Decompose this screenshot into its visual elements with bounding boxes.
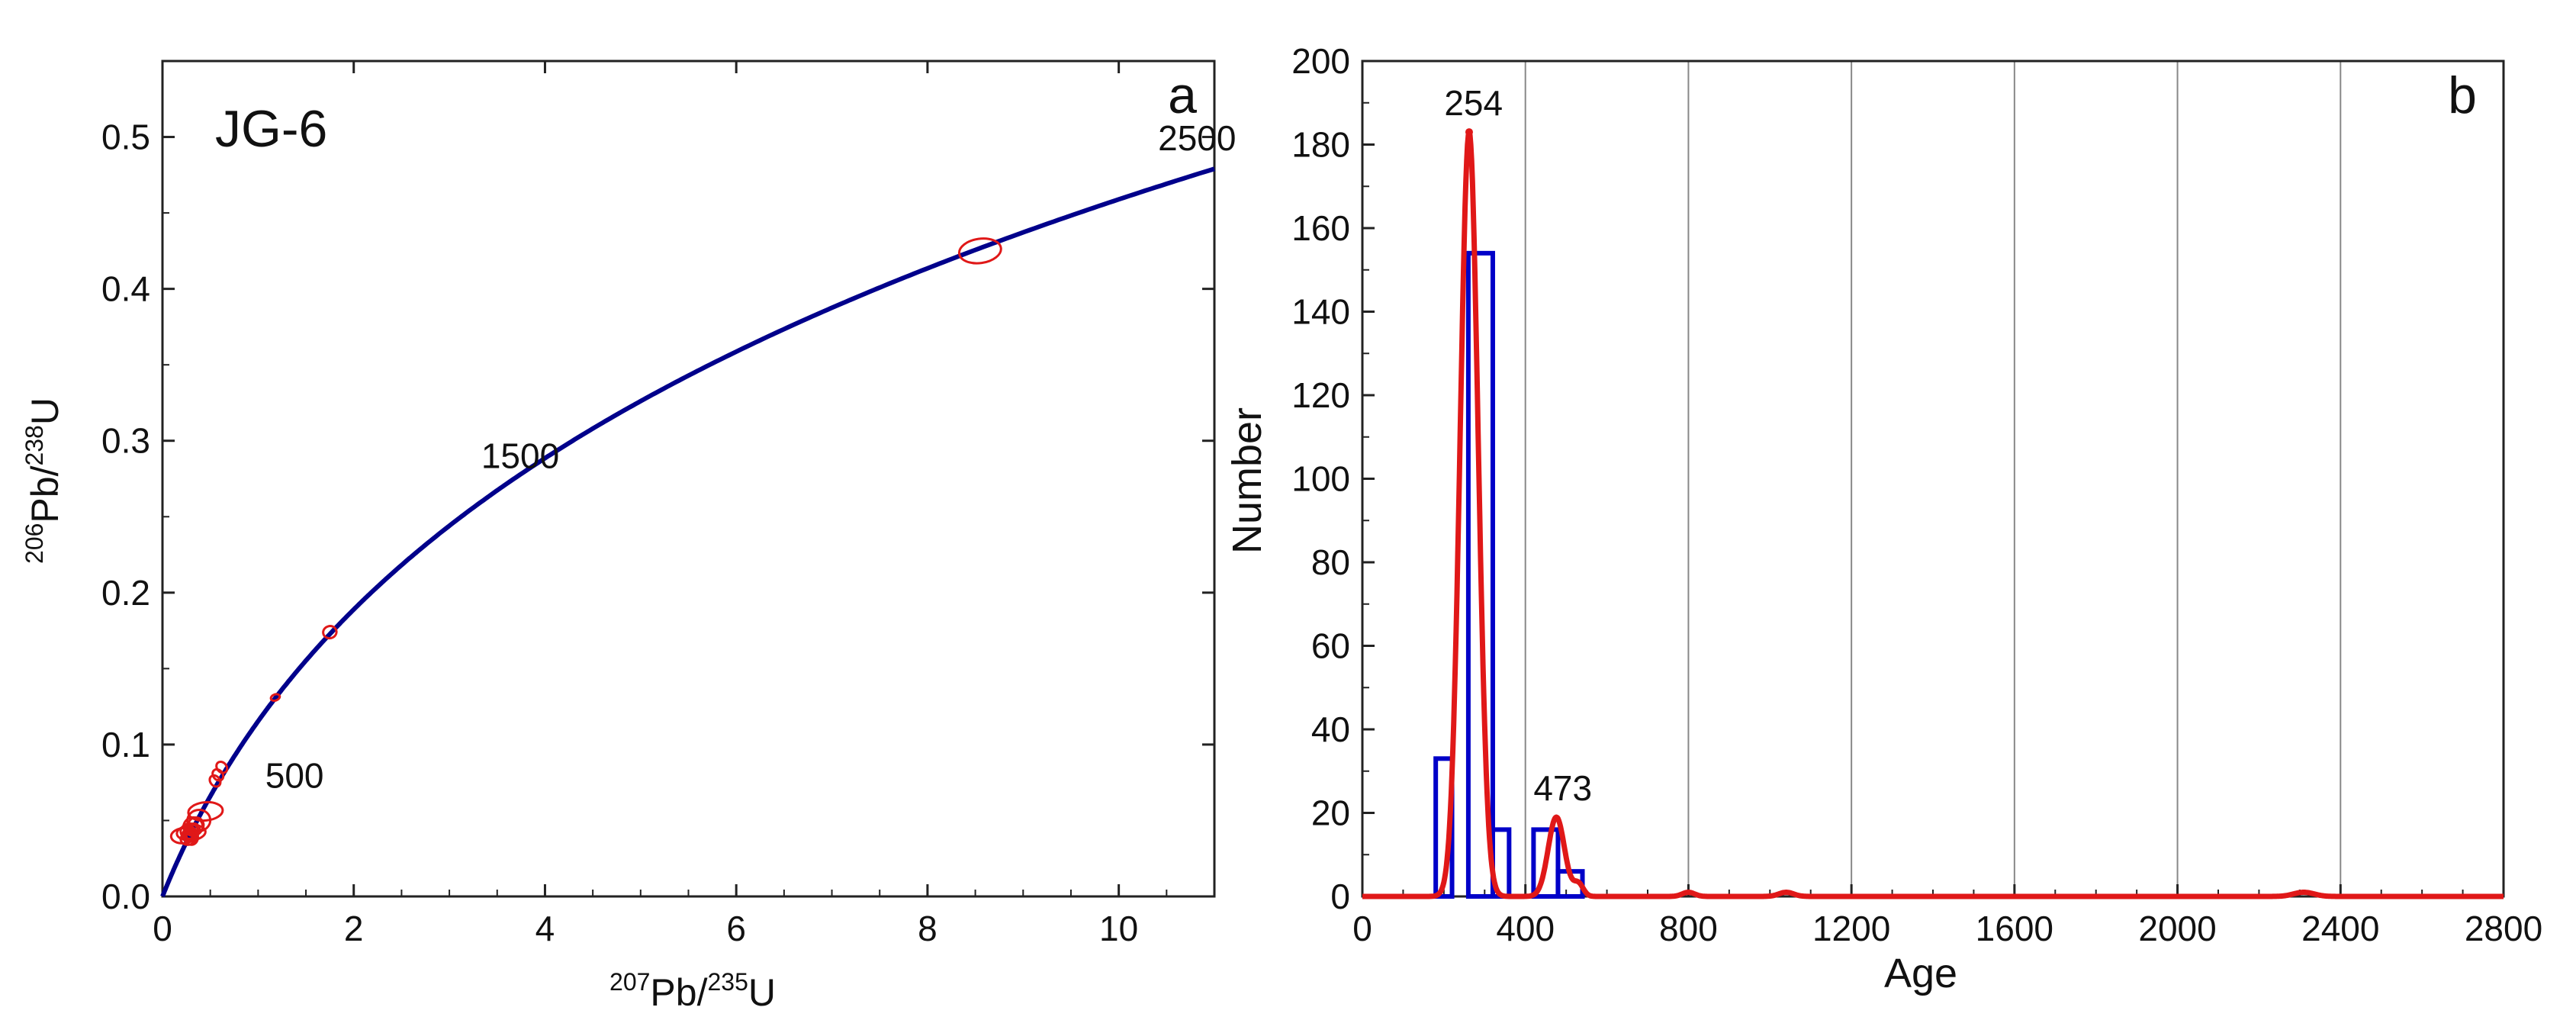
peak-age-label: 254 — [1444, 83, 1503, 123]
a-x-tick-label: 8 — [918, 909, 937, 948]
b-y-tick-label: 140 — [1291, 292, 1350, 332]
a-ellipses — [169, 237, 1002, 846]
b-x-tick-label: 0 — [1352, 909, 1372, 948]
a-panel-label: a — [1168, 66, 1197, 124]
concordia-age-label: 2500 — [1158, 118, 1236, 158]
a-concordia-curve — [160, 166, 1215, 898]
a-y-tick-label: 0.2 — [101, 573, 150, 613]
error-ellipse — [179, 831, 198, 846]
b-x-axis-title: Age — [1884, 951, 1957, 996]
b-x-tick-label: 2000 — [2138, 909, 2216, 948]
probability-density-line — [1360, 129, 2506, 899]
b-x-tick-label: 400 — [1496, 909, 1555, 948]
b-y-tick-label: 100 — [1291, 459, 1350, 499]
a-sample-label: JG-6 — [215, 100, 327, 158]
a-y-tick-label: 0.3 — [101, 421, 150, 461]
error-ellipse — [322, 625, 338, 640]
b-y-tick-label: 160 — [1291, 208, 1350, 248]
b-x-tick-label: 1600 — [1976, 909, 2053, 948]
b-y-tick-label: 0 — [1330, 877, 1350, 916]
a-y-tick-label: 0.4 — [101, 269, 150, 309]
b-x-tick-label: 2400 — [2301, 909, 2379, 948]
a-y-tick-label: 0.1 — [101, 725, 150, 764]
a-age-labels: 500 1500 2500 — [265, 118, 1237, 796]
concordia-age-label: 500 — [265, 755, 324, 795]
a-x-tick-label: 2 — [344, 909, 364, 948]
b-y-tick-label: 60 — [1311, 626, 1350, 666]
b-y-tick-label: 40 — [1311, 710, 1350, 749]
peak-age-label: 473 — [1533, 768, 1592, 808]
b-x-tick-label: 800 — [1659, 909, 1718, 948]
b-y-tick-label: 80 — [1311, 542, 1350, 582]
histogram-panel: 0 400 800 1200 1600 2000 2400 2800 0 20 40 60 80 100 1… — [1224, 41, 2542, 996]
b-y-tick-label: 20 — [1311, 793, 1350, 833]
error-ellipse — [211, 768, 225, 782]
b-panel-label: b — [2448, 66, 2477, 124]
a-x-tick-label: 10 — [1099, 909, 1138, 948]
a-x-tick-label: 6 — [726, 909, 746, 948]
b-y-tick-label: 200 — [1291, 41, 1350, 81]
a-axes: 0 2 4 6 8 10 0.0 0.1 0.2 0.3 0.4 0.5 — [101, 60, 1216, 948]
a-y-tick-label: 0.5 — [101, 117, 150, 157]
histogram-bar — [1531, 827, 1561, 899]
error-ellipse — [269, 693, 281, 702]
error-ellipse — [181, 828, 194, 843]
b-x-tick-label: 2800 — [2465, 909, 2542, 948]
error-ellipse — [957, 237, 1002, 265]
concordia-line — [160, 166, 1215, 898]
error-ellipse — [187, 816, 205, 834]
a-y-axis-title: 206Pb/238U — [21, 397, 66, 564]
histogram-bar — [1465, 250, 1495, 899]
b-x-tick-label: 1200 — [1812, 909, 1890, 948]
error-ellipse — [187, 800, 224, 822]
b-peak-labels: 254 473 — [1444, 83, 1592, 808]
a-x-tick-label: 4 — [535, 909, 555, 948]
b-y-axis-title: Number — [1224, 407, 1270, 554]
b-density-curve — [1360, 128, 2506, 899]
peak-marker — [1465, 128, 1473, 137]
b-y-tick-label: 180 — [1291, 125, 1350, 165]
a-x-axis-title: 207Pb/235U — [609, 968, 776, 1014]
a-y-tick-label: 0.0 — [101, 877, 150, 916]
b-y-tick-label: 120 — [1291, 375, 1350, 415]
concordia-age-label: 1500 — [481, 436, 559, 475]
error-ellipse — [208, 774, 222, 788]
b-axes: 0 400 800 1200 1600 2000 2400 2800 0 20 40 60 80 100 1… — [1291, 41, 2542, 948]
a-x-tick-label: 0 — [153, 909, 172, 948]
